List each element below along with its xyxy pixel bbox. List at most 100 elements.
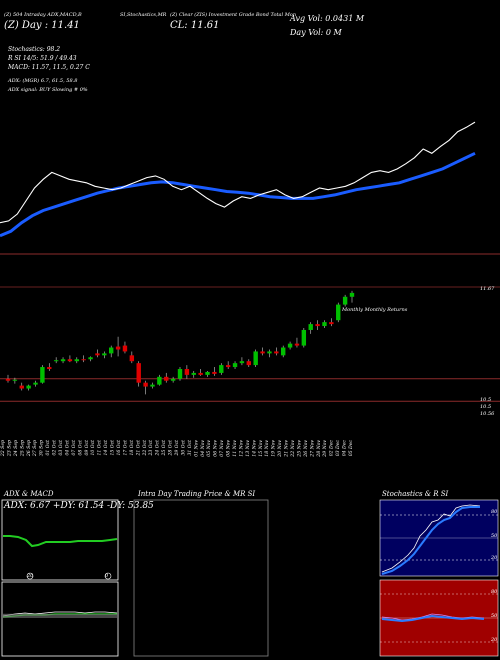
candle [212,367,217,376]
candle-body [336,304,341,321]
intraday-panel-title: Intra Day Trading Price & MR SI [138,490,256,498]
adx-line [3,535,118,548]
ema-line [0,151,476,238]
date-label: 06 Nov [213,440,219,457]
date-label: 14 Oct [103,440,109,456]
intraday-panel [133,499,269,657]
candle-body [74,359,79,362]
candle-body [246,361,251,366]
candle-body [225,365,231,368]
macd-panel [1,581,119,657]
day-vol: Day Vol: 0 M [290,28,342,37]
stoch-readout: Stochastics: 98.2 [8,46,61,53]
candle [315,320,320,330]
candle [198,369,203,376]
candle [322,320,327,329]
candle-body [315,324,320,327]
candle [184,365,190,379]
avg-vol: Avg Vol: 0.0431 M [290,14,365,23]
date-label: 29 Oct [174,440,180,457]
candle-body [274,351,279,354]
adx-panel-title: ADX & MACD [4,490,54,498]
candle [5,374,11,383]
rsi-tick-20: 20 [491,637,498,643]
rsi-tick-50: 50 [491,613,498,619]
stoch-tick-80: 80 [491,509,498,515]
candle-body [342,296,348,305]
date-label: 25 Oct [161,440,167,457]
candle-body [19,385,24,389]
candle [88,356,93,362]
date-label: 07 Oct [71,440,77,456]
candle-body [12,379,18,381]
macd-signal-line [2,613,117,618]
adx-panel [1,499,119,581]
candle-body [33,382,38,385]
stoch-panel [379,499,499,577]
date-label: 22 Oct [142,440,148,457]
candle [81,355,86,363]
candle [267,349,272,358]
date-label: 28 Oct [168,440,174,457]
candle [170,376,176,383]
date-label: 19 Nov [271,440,277,457]
candle [109,345,114,358]
candle [232,361,238,370]
candle [294,337,300,348]
date-label: 08 Nov [226,440,232,457]
date-label: 24 Oct [155,440,161,457]
date-label: 08 Oct [77,440,83,456]
date-label: 17 Oct [122,440,128,456]
stoch-tick-50: 50 [491,533,498,539]
rsi-line [381,614,485,623]
date-label: 30 Oct [180,440,186,456]
date-label: 23 Sep [6,440,12,457]
date-label: 14 Nov [251,440,257,457]
date-label: 07 Nov [219,440,225,457]
candle [239,357,245,366]
candle-body [239,361,245,364]
candle-body [260,351,265,354]
candle [336,302,341,323]
candle-body [53,360,59,362]
candle [67,355,73,363]
date-label: 30 Sep [39,440,45,456]
adx-signal: ADX signal: BUY Slowing # 0% [8,87,88,93]
candle-body [26,385,31,389]
candle [164,372,169,383]
candle [287,341,293,350]
candle [308,322,313,334]
candle-body [40,367,45,383]
date-label: 16 Oct [116,440,122,456]
candle [191,370,196,378]
candle-body [129,355,135,362]
date-label: 15 Oct [110,440,116,456]
candle [95,349,100,358]
header-line1-right: (Z) Clear (ZIS) Investment Grade Bond To… [170,12,297,18]
candle [281,345,286,358]
rsi-readout: R SI 14/5: 51.9 / 49.43 [8,55,77,62]
adx-panel-values: ADX: 6.67 +DY: 61.54 -DY: 53.85 [4,501,154,511]
candle-body [177,369,183,379]
macd-tick-0: 0 [105,573,109,579]
candle [329,318,334,327]
date-label: 04 Nov [200,440,206,457]
candle [253,349,258,368]
candle-body [67,359,73,362]
candle [143,380,148,395]
header-day: (Z) Day : 11.41 [4,20,80,31]
date-label: 22 Sep [0,440,6,457]
candle-body [308,324,313,330]
rsi-line-fast [381,613,485,621]
date-label: 31 Oct [187,440,193,456]
candle-body [191,372,196,375]
candle-body [81,359,86,361]
date-label: 03 Oct [58,440,64,456]
candle [157,374,162,386]
date-label: 28 Nov [316,440,322,458]
date-label: 27 Nov [309,440,315,458]
candle-body [184,369,190,375]
candle [136,361,141,387]
candle [53,357,59,364]
date-label: 29 Nov [322,440,328,458]
